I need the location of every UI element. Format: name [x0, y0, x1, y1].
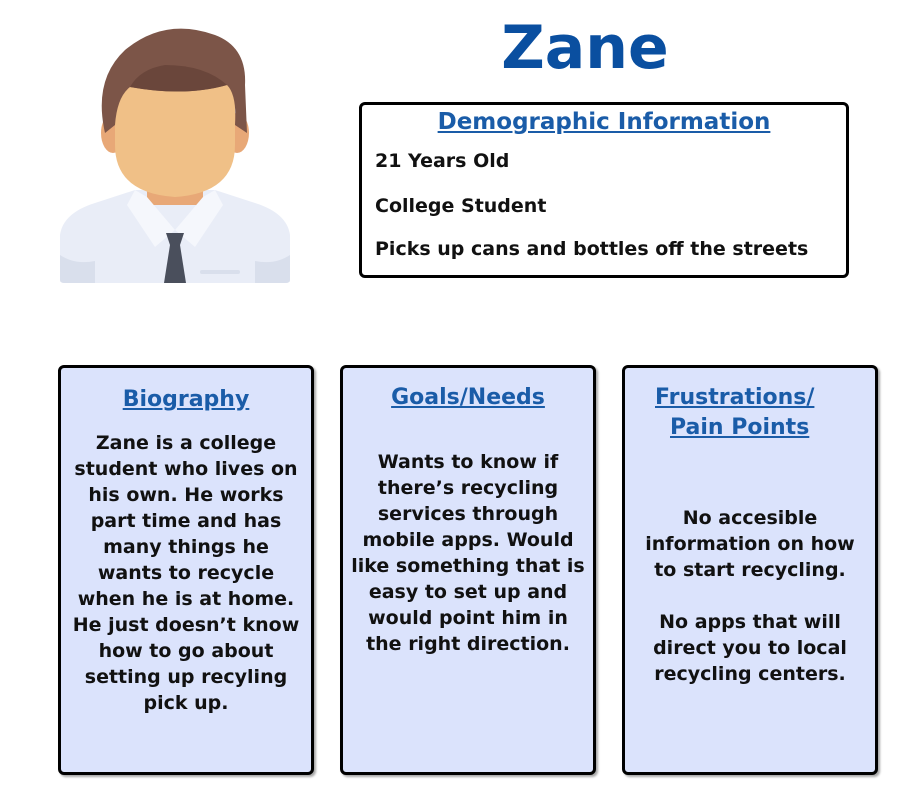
- goals-paragraph: Wants to know if there’s recycling servi…: [351, 451, 585, 655]
- avatar: [55, 25, 295, 285]
- persona-name: Zane: [501, 13, 669, 83]
- biography-paragraph: Zane is a college student who lives on h…: [72, 432, 300, 714]
- biography-text: Zane is a college student who lives on h…: [69, 430, 303, 716]
- frustrations-title-line2: Pain Points: [670, 415, 810, 440]
- frustrations-paragraph-2: No apps that will direct you to local re…: [653, 611, 847, 685]
- biography-card: Biography Zane is a college student who …: [58, 365, 314, 775]
- frustrations-paragraph-1: No accesible information on how to start…: [645, 507, 855, 581]
- goals-text: Wants to know if there’s recycling servi…: [351, 449, 585, 657]
- frustrations-card: Frustrations/ Pain Points No accesible i…: [622, 365, 878, 775]
- goals-card: Goals/Needs Wants to know if there’s rec…: [340, 365, 596, 775]
- biography-title: Biography: [122, 387, 250, 412]
- frustrations-title-line1: Frustrations/: [655, 385, 815, 410]
- goals-title: Goals/Needs: [391, 385, 545, 410]
- demographic-item-age: 21 Years Old: [375, 150, 510, 172]
- demographic-title: Demographic Information: [437, 109, 771, 135]
- male-avatar-icon: [60, 28, 290, 283]
- demographic-box: Demographic Information 21 Years Old Col…: [359, 102, 849, 278]
- demographic-item-occupation: College Student: [375, 195, 547, 217]
- frustrations-title: Frustrations/ Pain Points: [655, 383, 814, 443]
- frustrations-text: No accesible information on how to start…: [633, 505, 867, 687]
- demographic-item-habit: Picks up cans and bottles off the street…: [375, 238, 809, 260]
